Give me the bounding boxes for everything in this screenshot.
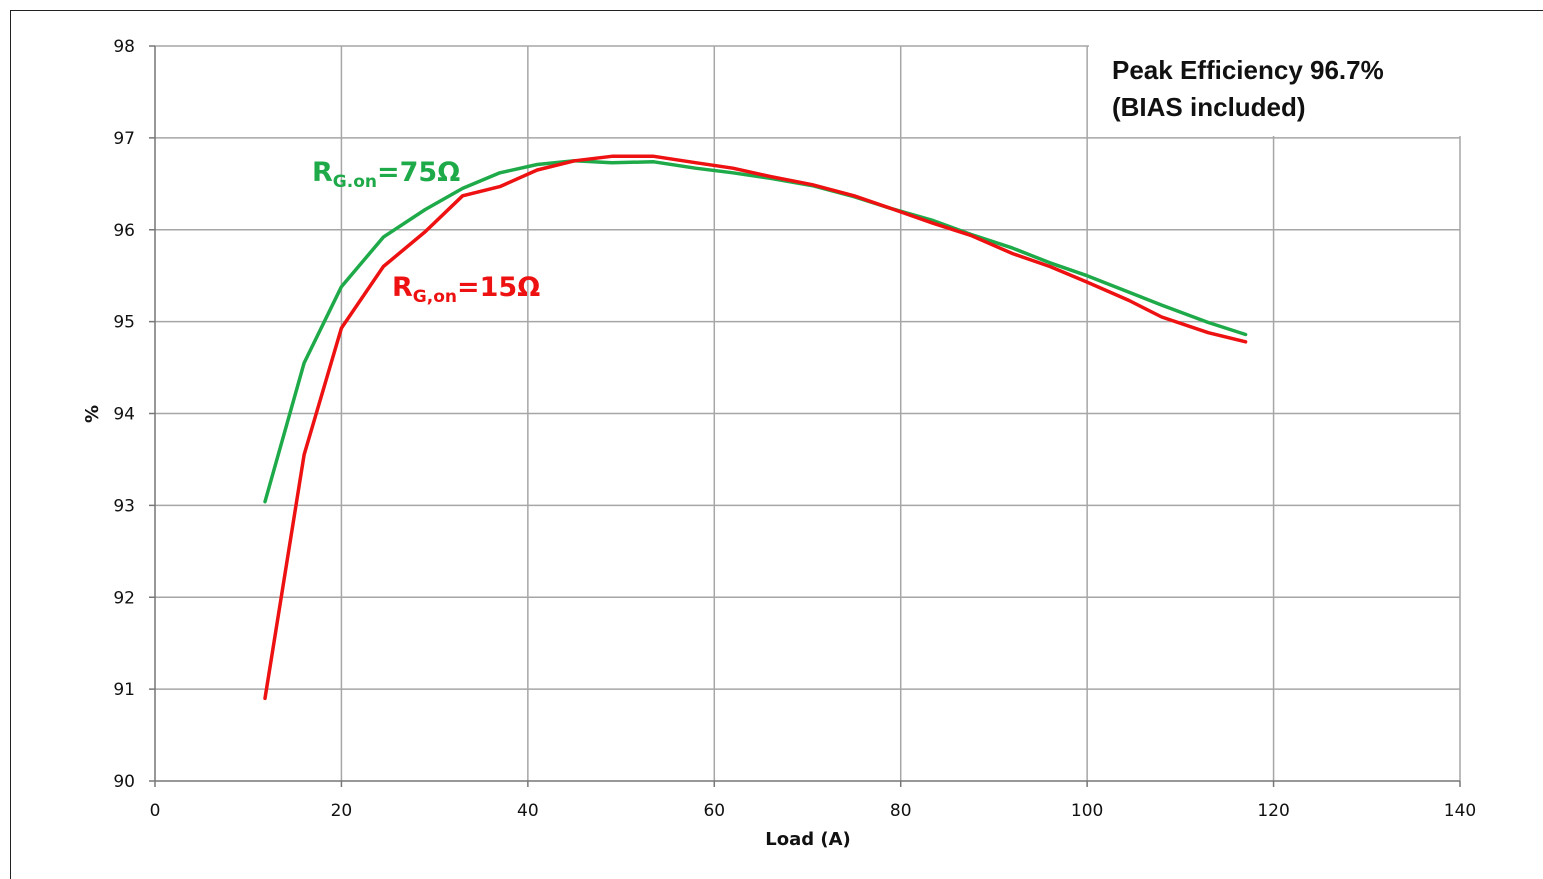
bias-included-annotation: (BIAS included) (1112, 92, 1306, 122)
y-axis-title: % (82, 405, 103, 423)
x-tick-label-100: 100 (1071, 801, 1103, 821)
peak-efficiency-annotation: Peak Efficiency 96.7% (1112, 55, 1384, 85)
y-tick-label-91: 91 (113, 680, 135, 700)
series-label-75ohm-sub: G.on (333, 172, 377, 192)
axes (149, 45, 1461, 787)
chart-frame (10, 10, 1543, 879)
series-line-0 (263, 159, 1248, 504)
series-label-15ohm-value: =15Ω (457, 272, 540, 303)
y-tick-labels: 90 91 92 93 94 95 96 97 98 (113, 37, 135, 792)
series-label-15ohm-sub: G,on (413, 287, 457, 307)
y-tick-label-92: 92 (113, 588, 135, 608)
x-tick-labels: 0 20 40 60 80 100 120 140 (150, 801, 1477, 821)
series-lines (263, 154, 1248, 701)
y-tick-label-90: 90 (113, 772, 135, 792)
x-tick-label-120: 120 (1257, 801, 1289, 821)
series-label-75ohm-value: =75Ω (377, 157, 460, 188)
y-tick-label-94: 94 (113, 405, 135, 425)
y-tick-label-95: 95 (113, 313, 135, 333)
x-tick-label-0: 0 (150, 801, 161, 821)
grid-lines (155, 45, 1461, 781)
y-tick-label-97: 97 (113, 129, 135, 149)
x-tick-label-60: 60 (703, 801, 725, 821)
series-label-15ohm: RG,on=15Ω (392, 272, 540, 307)
x-tick-label-140: 140 (1444, 801, 1476, 821)
series-line-1 (263, 154, 1248, 701)
series-label-15ohm-main: R (392, 272, 413, 303)
x-axis-title: Load (A) (765, 829, 851, 850)
annotation-background (1089, 44, 1461, 136)
x-tick-label-40: 40 (517, 801, 539, 821)
series-label-75ohm-main: R (312, 157, 333, 188)
y-tick-label-93: 93 (113, 496, 135, 516)
x-tick-label-80: 80 (890, 801, 912, 821)
series-label-75ohm: RG.on=75Ω (312, 157, 460, 192)
y-tick-label-98: 98 (113, 37, 135, 57)
y-tick-label-96: 96 (113, 221, 135, 241)
x-tick-label-20: 20 (331, 801, 353, 821)
